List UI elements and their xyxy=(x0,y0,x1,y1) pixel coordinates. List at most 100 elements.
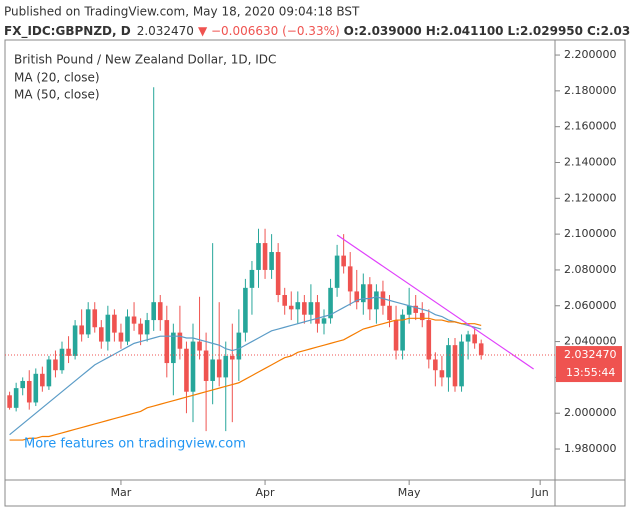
candle-body xyxy=(72,325,78,356)
y-tick-label: 2.080000 xyxy=(564,263,617,276)
candle-body xyxy=(328,287,333,319)
x-tick-label: Mar xyxy=(111,486,132,499)
ma-line xyxy=(9,317,482,441)
candle-body xyxy=(33,373,39,403)
y-tick-label: 2.100000 xyxy=(564,227,617,240)
y-tick-label: 2.160000 xyxy=(564,120,617,133)
y-tick-label: 2.120000 xyxy=(564,191,617,204)
ma-line xyxy=(9,296,482,436)
candle-body xyxy=(243,287,248,333)
candle-body xyxy=(66,348,71,356)
candle-body xyxy=(472,334,477,344)
trendline xyxy=(336,234,534,370)
candle-body xyxy=(7,395,12,408)
candle-body xyxy=(138,323,143,335)
candle-body xyxy=(262,243,268,270)
candle-body xyxy=(99,327,104,342)
candle-body xyxy=(40,373,45,387)
y-tick-label: 1.980000 xyxy=(564,442,617,455)
y-tick-label: 2.000000 xyxy=(564,406,617,419)
candle-body xyxy=(190,341,196,392)
candle-body xyxy=(112,314,117,333)
candle-body xyxy=(295,302,301,310)
candle-body xyxy=(406,305,412,315)
candle-body xyxy=(367,284,373,310)
candle-body xyxy=(197,341,202,351)
frame xyxy=(4,39,626,507)
candle-body xyxy=(105,314,111,342)
x-tick-label: May xyxy=(398,486,421,499)
candle-body xyxy=(164,320,170,364)
candle-body xyxy=(118,332,124,342)
candle-body xyxy=(433,359,438,371)
candle-body xyxy=(131,316,137,324)
candle-body xyxy=(354,291,360,303)
candle-body xyxy=(459,341,464,387)
symbol: FX_IDC:GBPNZD, D 2.032470 ▼ −0.006630 (−0.… xyxy=(4,24,630,39)
x-tick-label: Apr xyxy=(256,486,276,499)
candle-body xyxy=(85,309,91,335)
last-price-label: 2.032470 xyxy=(564,348,617,361)
candle-body xyxy=(334,255,340,288)
candle-body xyxy=(361,284,366,303)
candle-body xyxy=(249,269,255,288)
candle-body xyxy=(419,312,425,321)
last-price-box xyxy=(556,346,622,383)
chart-title: British Pound / New Zealand Dollar, 1D, … xyxy=(14,53,276,67)
candle-body xyxy=(426,320,432,360)
candle-body xyxy=(387,305,392,321)
candle-body xyxy=(46,359,52,387)
candle-body xyxy=(256,243,261,270)
candle-body xyxy=(452,345,458,387)
candle-body xyxy=(13,388,19,408)
close: C:2.032470 xyxy=(587,24,630,38)
candle-body xyxy=(288,305,294,310)
y-tick-label: 2.200000 xyxy=(564,48,617,61)
candle-body xyxy=(446,345,451,378)
y-tick-label: 2.040000 xyxy=(564,335,617,348)
candle-body xyxy=(315,302,320,324)
legend-entry: MA (50, close) xyxy=(14,88,100,102)
y-tick-label: 2.180000 xyxy=(564,84,617,97)
candle-body xyxy=(478,343,484,356)
axes: 1.9800002.0000002.0200002.0400002.060000… xyxy=(111,48,622,499)
plot xyxy=(5,87,555,441)
low: L:2.029950 xyxy=(508,24,583,38)
candle-body xyxy=(223,355,229,378)
candle-body xyxy=(374,291,379,310)
candle-body xyxy=(59,348,65,371)
candle-body xyxy=(413,305,418,313)
candle-body xyxy=(282,295,287,306)
candle-body xyxy=(151,302,156,321)
x-tick-label: Jun xyxy=(531,486,549,499)
candle-body xyxy=(203,350,209,381)
last: 2.032470 xyxy=(137,24,194,38)
candle-body xyxy=(393,320,399,351)
candle-body xyxy=(125,316,130,342)
countdown: 13:55:44 xyxy=(566,366,615,379)
candle-body xyxy=(92,309,98,328)
candle-body xyxy=(184,348,189,392)
candle-body xyxy=(465,334,471,342)
symbol-name: FX_IDC:GBPNZD, D xyxy=(4,24,131,39)
y-tick-label: 2.140000 xyxy=(564,155,617,168)
candle-body xyxy=(53,359,58,371)
candle-body xyxy=(236,332,242,360)
published: Published on TradingView.com, May 18, 20… xyxy=(4,5,360,19)
candle-body xyxy=(308,302,314,315)
candle-body xyxy=(177,332,183,349)
candle-body xyxy=(26,380,32,403)
candle-body xyxy=(216,359,222,378)
open: O:2.039000 xyxy=(344,24,422,38)
candle-body xyxy=(347,266,353,292)
watermark: More features on tradingview.com xyxy=(24,437,246,452)
candle-body xyxy=(144,320,150,335)
legend-entry: MA (20, close) xyxy=(14,71,100,85)
candle-body xyxy=(439,370,445,378)
candle-body xyxy=(321,318,327,324)
candle-body xyxy=(230,355,235,360)
candle-body xyxy=(20,380,25,389)
candle-body xyxy=(79,325,84,335)
candle-body xyxy=(171,332,176,364)
